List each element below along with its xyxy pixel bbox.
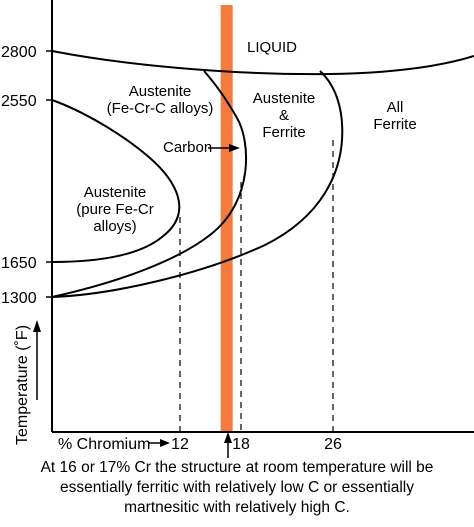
band-pointer-arrow: [224, 432, 232, 458]
caption-line: essentially ferritic with relatively low…: [59, 479, 415, 496]
austenite-fecrc-boundary: [51, 70, 248, 298]
x-axis-label-arrowhead: [160, 439, 170, 447]
y-tick-label: 2550: [1, 93, 37, 110]
region-aus-ferrite-line: &: [279, 107, 289, 124]
region-austenite-pure: Austenite (pure Fe-Cr alloys): [76, 184, 154, 235]
x-ticks: 12 18 26: [171, 436, 342, 453]
y-axis-label-text: Temperature (˚F): [14, 325, 31, 445]
region-austenite-fecrc: Austenite (Fe-Cr-C alloys): [107, 83, 214, 117]
x-axis-label-text: % Chromium: [58, 436, 150, 453]
x-tick-label: 12: [171, 436, 189, 453]
region-aus-fecrc-line: (Fe-Cr-C alloys): [107, 100, 214, 117]
carbon-annotation: Carbon: [163, 139, 240, 156]
x-axis-label: % Chromium: [58, 436, 170, 453]
carbon-arrowhead: [229, 144, 240, 152]
austenite-pure-fecr-boundary: [51, 99, 181, 263]
y-tick-label: 1650: [1, 255, 37, 272]
region-aus-pure-line: Austenite: [84, 184, 147, 201]
region-liquid-line: LIQUID: [247, 39, 297, 56]
y-tick-label: 2800: [1, 44, 37, 61]
region-all-ferrite-line: Ferrite: [373, 116, 416, 133]
y-axis-label: Temperature (˚F): [14, 320, 41, 445]
region-aus-fecrc-line: Austenite: [129, 83, 192, 100]
region-aus-ferrite-line: Austenite: [253, 90, 316, 107]
region-austenite-ferrite: Austenite & Ferrite: [253, 90, 316, 141]
region-aus-pure-line: (pure Fe-Cr: [76, 201, 154, 218]
liquidus-curve: [51, 50, 474, 76]
austenite-ferrite-boundary: [51, 70, 344, 298]
caption-line: martnesitic with relatively high C.: [124, 499, 350, 516]
y-ticks: 2800 2550 1650 1300: [1, 44, 52, 307]
caption-line: At 16 or 17% Cr the structure at room te…: [40, 459, 434, 476]
caption: At 16 or 17% Cr the structure at room te…: [0, 458, 474, 518]
y-tick-label: 1300: [1, 290, 37, 307]
region-all-ferrite: All Ferrite: [373, 99, 416, 133]
region-aus-ferrite-line: Ferrite: [262, 124, 305, 141]
x-tick-label: 26: [324, 436, 342, 453]
region-all-ferrite-line: All: [387, 99, 404, 116]
region-liquid: LIQUID: [247, 39, 297, 56]
x-tick-label: 18: [232, 436, 250, 453]
region-aus-pure-line: alloys): [93, 218, 136, 235]
y-axis-label-arrowhead: [33, 320, 41, 332]
carbon-label: Carbon: [163, 139, 212, 156]
